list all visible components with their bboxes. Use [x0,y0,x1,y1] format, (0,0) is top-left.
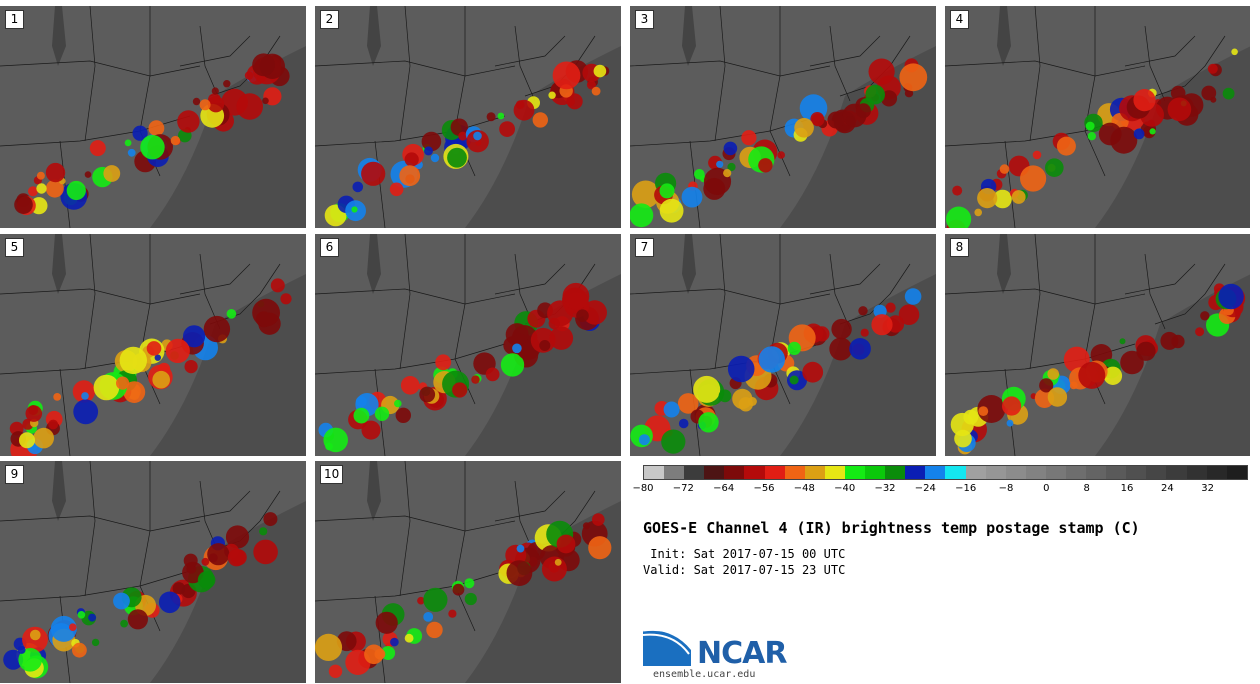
colorbar-tick-label: −64 [713,483,735,494]
ncar-logo-icon [643,627,695,666]
colorbar-swatch [664,466,685,479]
forecast-panel: 5 [0,234,306,456]
panel-number: 5 [5,238,24,257]
colorbar-ticks: −80 −72 −64 −56 −48 −40 −32 −24 −16 −8 0 8 16 24 32 [632,481,1248,499]
forecast-panel: 4 [945,6,1250,228]
colorbar-swatch [1126,466,1147,479]
init-time: Init: Sat 2017-07-15 00 UTC [643,547,846,561]
colorbar-swatch [1166,466,1187,479]
colorbar-swatch [945,466,966,479]
colorbar-tick-label: 16 [1120,483,1134,494]
colorbar-swatch [1146,466,1167,479]
colorbar-swatch [824,466,845,479]
colorbar-swatch [724,466,745,479]
colorbar-tick-label: −8 [998,483,1014,494]
forecast-panel: 10 [315,461,621,683]
panel-number: 7 [635,238,654,257]
panel-number: 3 [635,10,654,29]
satellite-map [945,6,1250,228]
forecast-panel: 6 [315,234,621,456]
colorbar-swatch [925,466,946,479]
panel-number: 10 [320,465,344,484]
panel-number: 9 [5,465,24,484]
colorbar-tick-label: 24 [1160,483,1174,494]
colorbar-swatch [744,466,765,479]
colorbar-swatch [1226,466,1247,479]
colorbar-swatch [865,466,886,479]
colorbar-swatch [965,466,986,479]
forecast-panel: 2 [315,6,621,228]
forecast-panel: 3 [630,6,936,228]
panel-number: 2 [320,10,339,29]
colorbar-tick-label: −24 [914,483,936,494]
colorbar-swatch [784,466,805,479]
figure-title: GOES-E Channel 4 (IR) brightness temp po… [643,519,1140,537]
colorbar-tick-label: −72 [672,483,694,494]
colorbar-swatch [704,466,725,479]
valid-time: Valid: Sat 2017-07-15 23 UTC [643,563,846,577]
colorbar-tick-label: 8 [1083,483,1090,494]
colorbar-swatch [905,466,926,479]
forecast-panel: 8 [945,234,1250,456]
colorbar-tick-label: 0 [1043,483,1050,494]
colorbar-tick-label: −40 [834,483,856,494]
colorbar-tick-label: −56 [753,483,775,494]
satellite-map [0,6,306,228]
source-url: ensemble.ucar.edu [653,669,756,680]
colorbar-swatch [1065,466,1087,479]
satellite-map [0,461,306,683]
panel-number: 4 [950,10,969,29]
panel-number: 6 [320,238,339,257]
colorbar-tick-label: −32 [874,483,896,494]
colorbar-swatch [1206,466,1227,479]
forecast-panel: 7 [630,234,936,456]
colorbar-swatch [1045,466,1066,479]
panel-number: 8 [950,238,969,257]
colorbar-swatch [1106,466,1127,479]
satellite-map [945,234,1250,456]
colorbar-swatch [1086,466,1107,479]
panel-number: 1 [5,10,24,29]
colorbar-swatch [1186,466,1207,479]
forecast-panel: 1 [0,6,306,228]
colorbar-swatch [885,466,906,479]
satellite-map [315,234,621,456]
colorbar-tick-label: −80 [632,483,654,494]
colorbar-swatch [844,466,866,479]
satellite-map [315,461,621,683]
colorbar [643,465,1248,480]
ncar-logo-text: NCAR [697,636,787,671]
colorbar-swatch [804,466,825,479]
colorbar-swatch [985,466,1006,479]
colorbar-tick-label: −16 [955,483,977,494]
colorbar-swatch [764,466,785,479]
forecast-panel: 9 [0,461,306,683]
colorbar-tick-label: 32 [1201,483,1215,494]
colorbar-tick-label: −48 [793,483,815,494]
satellite-map [0,234,306,456]
satellite-map [630,234,936,456]
colorbar-swatch [684,466,705,479]
satellite-map [315,6,621,228]
colorbar-swatch [1005,466,1026,479]
colorbar-swatch [1025,466,1046,479]
colorbar-swatch [644,466,665,479]
satellite-map [630,6,936,228]
